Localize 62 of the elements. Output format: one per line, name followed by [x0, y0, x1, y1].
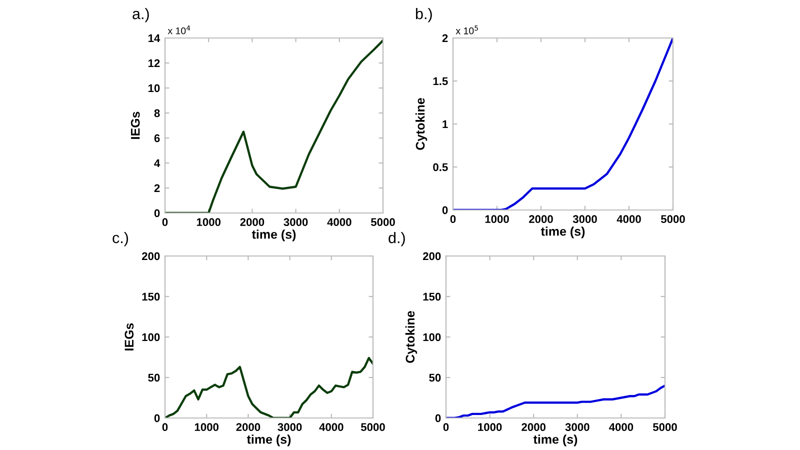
x-tick-label: 5000 [652, 423, 677, 432]
y-tick-label: 0 [435, 414, 441, 422]
x-tick-label: 4000 [327, 218, 352, 226]
x-axis-title: time (s) [252, 230, 296, 242]
x-tick-label: 2000 [522, 423, 546, 432]
x-tick-label: 5000 [660, 215, 685, 224]
x-tick-label: 2000 [236, 423, 260, 432]
y-axis-title: Cytokine [415, 98, 428, 150]
x-axis-title: time (s) [540, 226, 585, 238]
y-tick-label: 12 [148, 59, 160, 68]
x-tick-label: 3000 [278, 423, 302, 432]
x-tick-label: 5000 [370, 218, 395, 226]
x-tick-label: 1000 [196, 218, 221, 226]
y-tick-label: 6 [154, 134, 160, 142]
x-tick-label: 4000 [319, 423, 344, 432]
y-tick-label: 8 [154, 109, 160, 118]
x-axis-title: time (s) [533, 434, 578, 446]
x-tick-label: 1000 [194, 423, 219, 432]
y-tick-label: 100 [423, 333, 441, 342]
line-series [453, 38, 673, 210]
x-tick-label: 0 [162, 423, 168, 432]
chart-title: b.) [416, 8, 432, 22]
y-tick-label: 0.5 [433, 163, 448, 172]
y-tick-label: 50 [148, 374, 160, 382]
y-tick-label: 100 [142, 333, 160, 342]
y-axis-title: Cytokine [405, 311, 418, 363]
y-tick-label: 50 [429, 374, 441, 382]
y-tick-label: 14 [148, 34, 160, 42]
y-axis-title: IEGs [124, 323, 134, 350]
x-tick-label: 3000 [284, 218, 308, 226]
y-tick-label: 10 [148, 84, 160, 92]
y-tick-label: 200 [422, 252, 441, 260]
y-tick-label: 150 [423, 292, 441, 301]
x-tick-label: 2000 [240, 218, 264, 226]
y-tick-label: 0 [154, 209, 160, 218]
x-tick-label: 1000 [478, 423, 502, 432]
y-tick-label: 150 [142, 292, 160, 301]
chart-title: d.) [388, 232, 405, 246]
x-tick-label: 3000 [565, 423, 590, 432]
x-axis-title: time (s) [246, 434, 291, 446]
y-tick-label: 200 [142, 252, 160, 260]
text: x 10$^{5}$ [456, 26, 478, 34]
x-tick-label: 1000 [485, 215, 509, 224]
y-tick-label: 0 [442, 206, 448, 214]
x-tick-label: 3000 [572, 215, 597, 224]
text: x 10$^{4}$ [168, 25, 190, 34]
y-tick-label: 0 [154, 414, 160, 422]
x-tick-label: 0 [450, 215, 456, 224]
y-tick-label: 2 [154, 184, 160, 192]
x-tick-label: 4000 [609, 423, 634, 432]
x-tick-label: 2000 [529, 215, 553, 224]
x-tick-label: 5000 [360, 423, 385, 432]
y-tick-label: 2 [442, 34, 448, 42]
chart-title: a.) [132, 8, 149, 22]
y-tick-label: 1 [442, 120, 448, 128]
x-tick-label: 0 [162, 218, 168, 226]
line-series [165, 39, 383, 213]
x-tick-label: 4000 [616, 215, 641, 224]
y-tick-label: 4 [154, 159, 160, 168]
y-tick-label: 1.5 [433, 77, 448, 86]
chart-title: c.) [112, 232, 128, 246]
y-axis-title: IEGs [130, 112, 140, 139]
